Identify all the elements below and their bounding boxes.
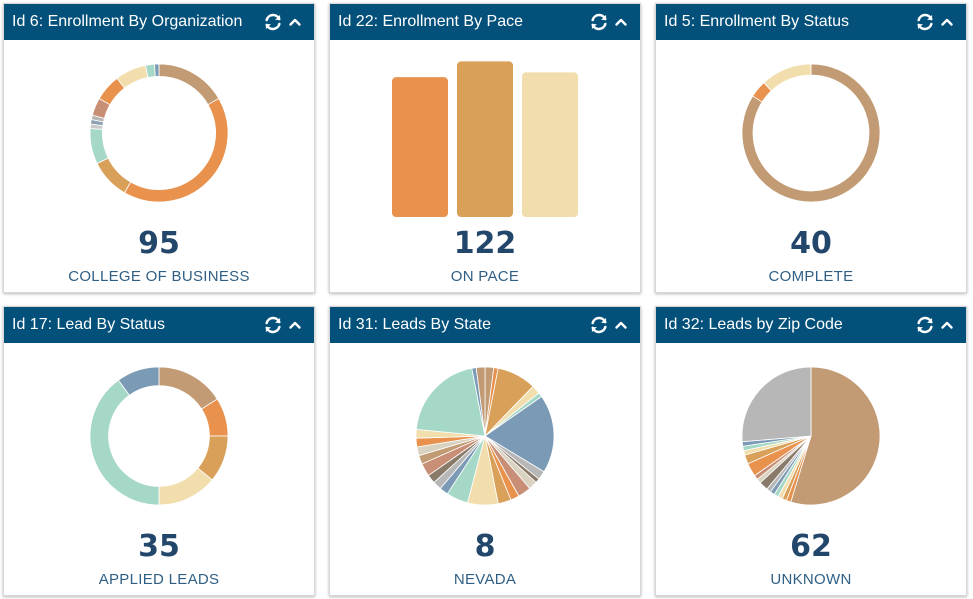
pie-chart	[656, 345, 966, 527]
widget-header: Id 31: Leads By State	[330, 307, 640, 343]
metric-label: UNKNOWN	[770, 571, 852, 588]
widget-header: Id 5: Enrollment By Status	[656, 4, 966, 40]
donut-chart	[4, 345, 314, 527]
widget-enrollment-by-status: Id 5: Enrollment By Status 40 COMPLETE	[655, 3, 967, 293]
widget-title: Id 31: Leads By State	[338, 316, 491, 333]
pie-slice-5[interactable]	[117, 366, 160, 396]
widget-leads-by-state: Id 31: Leads By State 8 NEVADA	[329, 306, 641, 596]
bar-chart	[330, 42, 640, 224]
pie-slice-5[interactable]	[484, 395, 555, 473]
widget-leads-by-zip-code: Id 32: Leads by Zip Code 62 UNKNOWN	[655, 306, 967, 596]
widget-title: Id 6: Enrollment By Organization	[12, 13, 243, 30]
refresh-icon[interactable]	[588, 314, 610, 336]
metric-value: 122	[453, 226, 517, 261]
widget-header: Id 32: Leads by Zip Code	[656, 307, 966, 343]
metric-label: COMPLETE	[768, 268, 854, 285]
widget-lead-by-status: Id 17: Lead By Status 35 APPLIED LEADS	[3, 306, 315, 596]
widget-header: Id 22: Enrollment By Pace	[330, 4, 640, 40]
bar-1[interactable]	[457, 61, 513, 217]
pie-slice-4[interactable]	[89, 379, 160, 506]
refresh-icon[interactable]	[914, 314, 936, 336]
pie-chart	[330, 345, 640, 527]
pie-slice-3[interactable]	[158, 467, 213, 506]
pie-slice-24[interactable]	[475, 366, 486, 437]
refresh-icon[interactable]	[588, 11, 610, 33]
pie-slice-0[interactable]	[790, 366, 881, 506]
chevron-up-icon[interactable]	[284, 314, 306, 336]
pie-slice-15[interactable]	[741, 366, 812, 443]
metric-value: 95	[138, 226, 180, 261]
chevron-up-icon[interactable]	[610, 314, 632, 336]
donut-chart	[4, 42, 314, 224]
widget-title: Id 32: Leads by Zip Code	[664, 316, 843, 333]
pie-slice-0[interactable]	[158, 366, 218, 410]
widget-header: Id 6: Enrollment By Organization	[4, 4, 314, 40]
pie-slice-11[interactable]	[154, 63, 160, 77]
chevron-up-icon[interactable]	[284, 11, 306, 33]
metric-value: 35	[138, 529, 180, 564]
pie-slice-9[interactable]	[116, 64, 149, 89]
bar-0[interactable]	[392, 77, 448, 217]
chevron-up-icon[interactable]	[936, 314, 958, 336]
metric-label: NEVADA	[453, 571, 517, 588]
widget-title: Id 22: Enrollment By Pace	[338, 13, 523, 30]
widget-title: Id 5: Enrollment By Status	[664, 13, 849, 30]
widget-title: Id 17: Lead By Status	[12, 316, 165, 333]
widget-enrollment-by-pace: Id 22: Enrollment By Pace 122 ON PACE	[329, 3, 641, 293]
pie-slice-0[interactable]	[158, 63, 220, 106]
widget-header: Id 17: Lead By Status	[4, 307, 314, 343]
refresh-icon[interactable]	[262, 314, 284, 336]
refresh-icon[interactable]	[262, 11, 284, 33]
pie-slice-1[interactable]	[123, 97, 229, 203]
chevron-up-icon[interactable]	[936, 11, 958, 33]
pie-slice-3[interactable]	[89, 128, 109, 165]
pie-slice-22[interactable]	[415, 367, 486, 437]
donut-chart	[656, 42, 966, 224]
metric-label: APPLIED LEADS	[98, 571, 220, 588]
bar-2[interactable]	[522, 72, 578, 217]
chevron-up-icon[interactable]	[610, 11, 632, 33]
metric-value: 62	[790, 529, 832, 564]
widget-enrollment-by-organization: Id 6: Enrollment By Organization 95 COLL…	[3, 3, 315, 293]
refresh-icon[interactable]	[914, 11, 936, 33]
metric-value: 40	[790, 226, 832, 261]
metric-value: 8	[474, 529, 496, 564]
pie-slice-2[interactable]	[763, 63, 812, 92]
metric-label: COLLEGE OF BUSINESS	[68, 268, 250, 285]
metric-label: ON PACE	[450, 268, 520, 285]
pie-slice-2[interactable]	[96, 157, 132, 194]
